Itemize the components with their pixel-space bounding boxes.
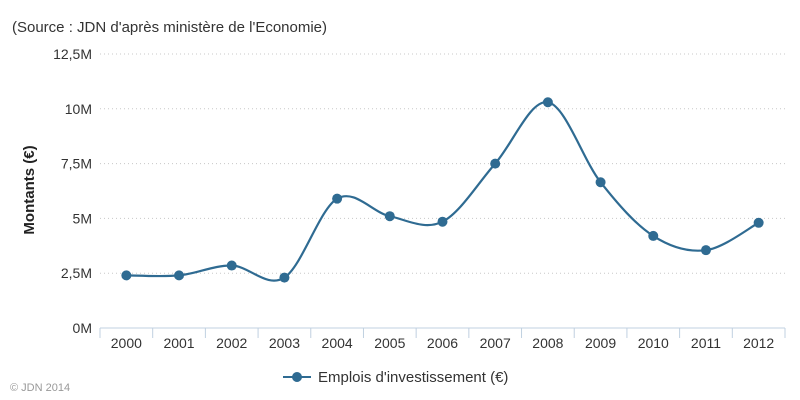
y-tick-label: 2,5M [61,265,92,281]
data-point-2007[interactable] [490,158,501,169]
x-tick-labels: 2000 2001 2002 2003 2004 2005 2006 2007 2008 2009… [111,335,775,351]
x-tick-label: 2008 [532,335,563,351]
x-tick-label: 2010 [638,335,669,351]
x-tick-label: 2002 [216,335,247,351]
chart-subtitle: (Source : JDN d'après ministère de l'Eco… [12,19,327,36]
x-tick-label: 2001 [163,335,194,351]
y-tick-label: 0M [73,320,92,336]
legend-marker [292,372,302,382]
legend-label[interactable]: Emplois d'investissement (€) [318,369,508,386]
x-tick-label: 2007 [480,335,511,351]
credits: © JDN 2014 [10,382,70,394]
data-point-2003[interactable] [279,272,290,283]
y-tick-label: 10M [65,101,92,117]
x-tick-label: 2005 [374,335,405,351]
x-tick-label: 2004 [322,335,353,351]
legend[interactable]: Emplois d'investissement (€) [283,369,508,386]
data-point-2008[interactable] [542,97,553,108]
data-point-2002[interactable] [226,260,237,271]
data-point-2004[interactable] [332,193,343,204]
data-point-2000[interactable] [121,270,132,281]
x-tick-label: 2006 [427,335,458,351]
data-point-2012[interactable] [753,217,764,228]
x-axis [99,327,786,338]
y-tick-labels: 0M 2,5M 5M 7,5M 10M 12,5M [53,46,92,336]
data-point-2009[interactable] [595,177,606,188]
x-tick-label: 2011 [691,335,721,351]
y-tick-label: 12,5M [53,46,92,62]
data-point-2006[interactable] [437,216,448,227]
y-axis-title: Montants (€) [21,145,38,234]
x-tick-label: 2009 [585,335,616,351]
data-point-2011[interactable] [700,245,711,256]
x-tick-label: 2003 [269,335,300,351]
x-tick-label: 2012 [743,335,774,351]
series-emplois [121,97,764,283]
data-point-2001[interactable] [174,270,185,281]
series-line [126,101,760,282]
data-point-2010[interactable] [648,230,659,241]
x-tick-label: 2000 [111,335,142,351]
data-point-2005[interactable] [384,211,395,222]
grid-lines [100,53,785,274]
y-tick-label: 5M [73,210,92,226]
y-tick-label: 7,5M [61,156,92,172]
